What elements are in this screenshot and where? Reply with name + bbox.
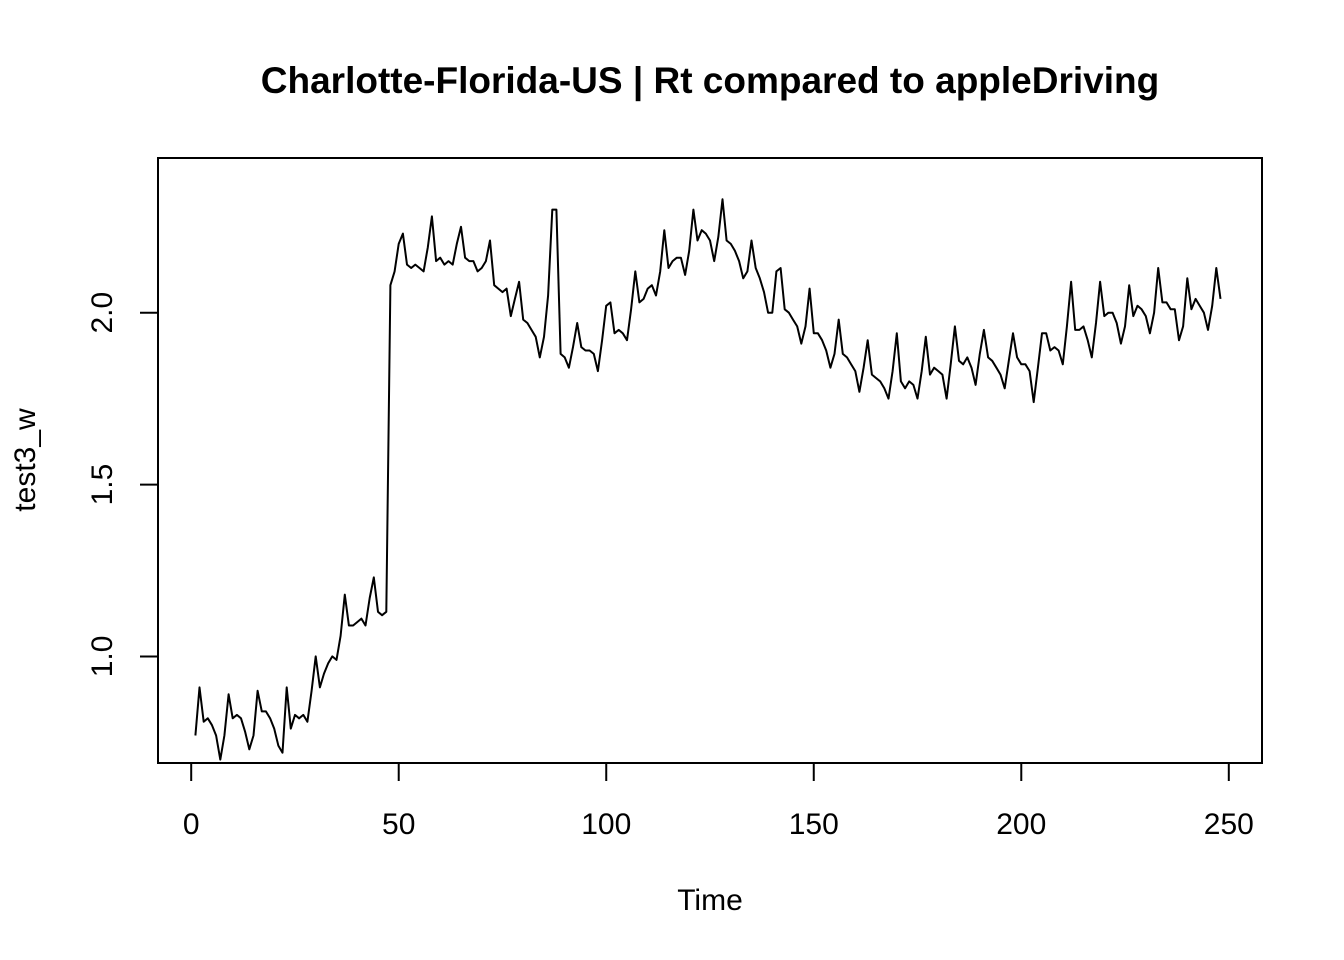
- y-tick-label: 2.0: [86, 292, 119, 334]
- y-tick-label: 1.5: [86, 464, 119, 506]
- x-tick-label: 250: [1204, 808, 1254, 841]
- y-axis: 1.0 1.5 2.0: [86, 292, 159, 678]
- y-tick-label: 1.0: [86, 636, 119, 678]
- x-axis: 0 50 100 150 200 250: [183, 762, 1254, 841]
- x-tick-label: 50: [382, 808, 415, 841]
- x-axis-label: Time: [677, 884, 743, 917]
- x-tick-label: 150: [789, 808, 839, 841]
- y-axis-label: test3_w: [9, 408, 42, 512]
- x-tick-label: 100: [581, 808, 631, 841]
- x-tick-label: 200: [996, 808, 1046, 841]
- chart-title: Charlotte-Florida-US | Rt compared to ap…: [261, 60, 1159, 102]
- series-line-test3_w: [194, 198, 1222, 761]
- x-tick-label: 0: [183, 808, 200, 841]
